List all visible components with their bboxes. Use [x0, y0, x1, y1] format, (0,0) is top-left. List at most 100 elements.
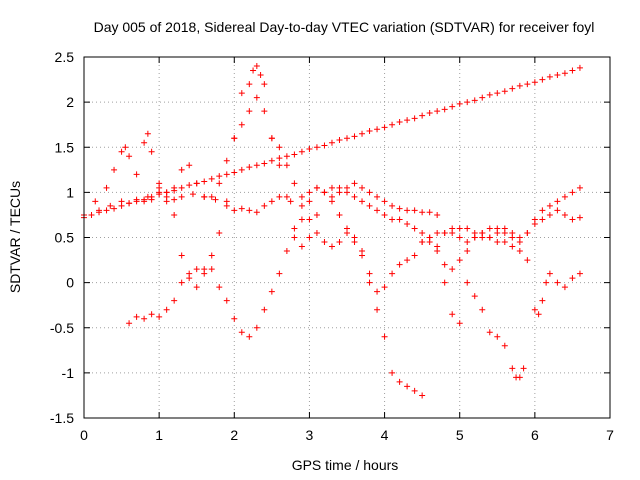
data-point [456, 234, 463, 241]
data-point [546, 73, 553, 80]
data-point [186, 162, 193, 169]
data-point [231, 169, 238, 176]
data-point [501, 88, 508, 95]
data-point [520, 365, 527, 372]
data-point [92, 198, 99, 205]
data-point [148, 148, 155, 155]
data-point [276, 193, 283, 200]
data-point [118, 148, 125, 155]
data-point [576, 270, 583, 277]
data-point [223, 171, 230, 178]
data-point [366, 202, 373, 209]
data-point [178, 252, 185, 259]
data-point [396, 261, 403, 268]
data-point [103, 207, 110, 214]
data-point [539, 207, 546, 214]
data-point [96, 209, 103, 216]
data-point [171, 187, 178, 194]
data-point [291, 151, 298, 158]
data-point [389, 216, 396, 223]
data-point [456, 257, 463, 264]
data-point [261, 160, 268, 167]
data-point [216, 173, 223, 180]
data-point [374, 207, 381, 214]
data-point [381, 124, 388, 131]
data-point [313, 211, 320, 218]
data-point [257, 72, 264, 79]
data-point [133, 198, 140, 205]
data-point [107, 202, 114, 209]
data-point [359, 252, 366, 259]
data-point [381, 284, 388, 291]
data-point [351, 193, 358, 200]
data-point [238, 329, 245, 336]
data-point [509, 85, 516, 92]
data-point [193, 284, 200, 291]
data-point [366, 189, 373, 196]
data-point [253, 162, 260, 169]
data-point [501, 342, 508, 349]
data-point [231, 315, 238, 322]
data-point [494, 225, 501, 232]
data-point [201, 178, 208, 185]
data-point [441, 261, 448, 268]
data-point [178, 279, 185, 286]
data-point [374, 288, 381, 295]
data-point [535, 311, 542, 318]
x-tick-label: 7 [606, 427, 614, 443]
data-point [163, 306, 170, 313]
data-point [419, 209, 426, 216]
data-point [464, 279, 471, 286]
data-point [471, 97, 478, 104]
data-point [464, 225, 471, 232]
data-point [516, 234, 523, 241]
data-point [261, 81, 268, 88]
data-point [186, 182, 193, 189]
data-point [434, 248, 441, 255]
data-point [359, 184, 366, 191]
series-track-3 [126, 184, 527, 381]
data-point [283, 153, 290, 160]
data-point [141, 139, 148, 146]
data-point [576, 64, 583, 71]
data-point [298, 243, 305, 250]
data-point [238, 90, 245, 97]
data-point [148, 193, 155, 200]
data-point [554, 279, 561, 286]
plot-frame [83, 56, 611, 419]
data-point [144, 130, 151, 137]
data-point [456, 225, 463, 232]
data-point [122, 144, 129, 151]
data-point [306, 216, 313, 223]
data-point [111, 205, 118, 212]
data-point [531, 306, 538, 313]
data-point [486, 234, 493, 241]
data-point [276, 155, 283, 162]
data-point [531, 220, 538, 227]
data-point [133, 313, 140, 320]
data-point [328, 139, 335, 146]
data-point [546, 270, 553, 277]
data-point [381, 211, 388, 218]
data-point [298, 216, 305, 223]
data-point [336, 239, 343, 246]
series-track-7 [156, 63, 583, 291]
data-point [359, 130, 366, 137]
data-point [306, 198, 313, 205]
y-tick-label: -1.5 [50, 410, 74, 426]
data-point [449, 311, 456, 318]
data-point [479, 94, 486, 101]
data-point [404, 220, 411, 227]
data-point [426, 209, 433, 216]
data-point [313, 144, 320, 151]
data-point [268, 157, 275, 164]
data-point [456, 320, 463, 327]
data-point [178, 193, 185, 200]
x-tick-label: 0 [80, 427, 88, 443]
data-point [208, 252, 215, 259]
data-point [216, 180, 223, 187]
data-point [539, 76, 546, 83]
data-point [163, 189, 170, 196]
data-point [321, 239, 328, 246]
data-point [524, 81, 531, 88]
